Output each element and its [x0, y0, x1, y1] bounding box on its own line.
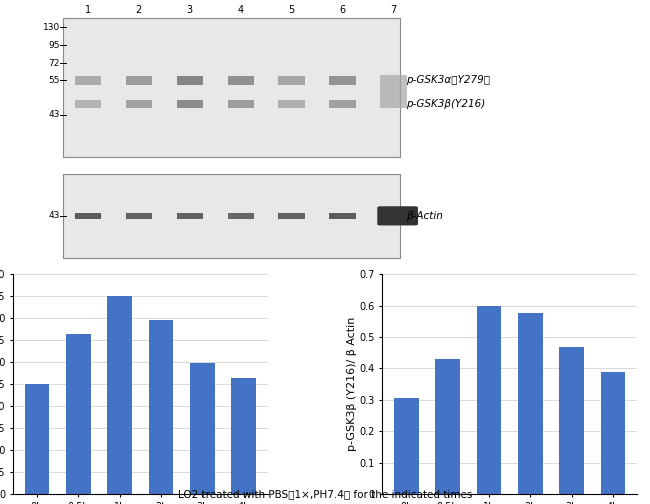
Text: 43: 43 — [48, 110, 60, 119]
FancyBboxPatch shape — [377, 206, 418, 225]
Text: p-GSK3α（Y279）: p-GSK3α（Y279） — [406, 75, 490, 85]
Bar — [63, 18, 400, 157]
Bar — [231, 377, 256, 494]
Text: p-GSK3β(Y216): p-GSK3β(Y216) — [406, 99, 486, 109]
Bar — [75, 100, 101, 107]
Bar — [227, 100, 254, 107]
Bar — [559, 347, 584, 494]
Bar — [330, 76, 356, 85]
Text: 3: 3 — [187, 5, 193, 15]
Bar — [380, 75, 407, 107]
Bar — [278, 76, 305, 85]
Bar — [149, 321, 174, 494]
Text: 6: 6 — [339, 5, 346, 15]
Bar — [177, 213, 203, 219]
Bar — [75, 76, 101, 85]
Bar — [177, 76, 203, 85]
Bar — [66, 334, 91, 494]
Text: 4: 4 — [238, 5, 244, 15]
Text: β-Actin: β-Actin — [406, 211, 443, 221]
Bar — [25, 384, 49, 494]
Text: 2: 2 — [136, 5, 142, 15]
Text: 1: 1 — [84, 5, 91, 15]
Bar — [227, 213, 254, 219]
Text: 7: 7 — [391, 5, 396, 15]
Bar — [330, 213, 356, 219]
Bar — [278, 213, 305, 219]
Bar — [125, 100, 152, 107]
Text: 43: 43 — [48, 211, 60, 220]
Y-axis label: p-GSK3β (Y216)/ β Actin: p-GSK3β (Y216)/ β Actin — [346, 317, 356, 451]
Bar — [177, 100, 203, 107]
Bar — [63, 174, 400, 258]
Text: LO2 treated with PBS（1×,PH7.4） for the indicated times: LO2 treated with PBS（1×,PH7.4） for the i… — [178, 489, 472, 499]
Bar — [107, 296, 132, 494]
Bar — [75, 213, 101, 219]
Bar — [125, 213, 152, 219]
Text: 55: 55 — [48, 76, 60, 85]
Bar — [330, 100, 356, 107]
Bar — [190, 363, 214, 494]
Text: 130: 130 — [42, 23, 60, 32]
Bar — [227, 76, 254, 85]
Text: 95: 95 — [48, 41, 60, 50]
Bar — [476, 306, 501, 494]
Bar — [125, 76, 152, 85]
Bar — [436, 359, 460, 494]
Bar — [518, 312, 543, 494]
Bar — [394, 398, 419, 494]
Text: 72: 72 — [48, 59, 60, 68]
Text: 5: 5 — [289, 5, 295, 15]
Bar — [278, 100, 305, 107]
Bar — [601, 371, 625, 494]
